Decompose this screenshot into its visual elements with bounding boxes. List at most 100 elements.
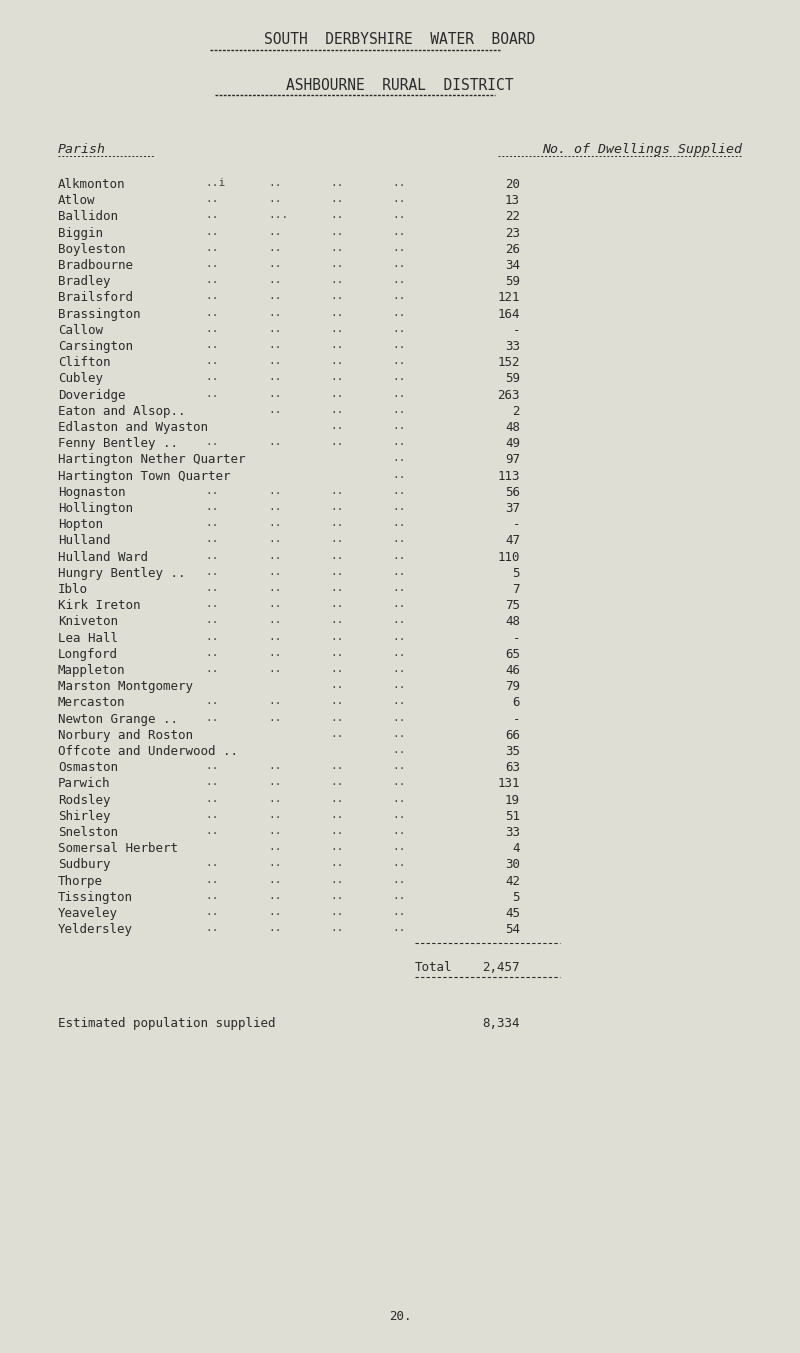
Text: ..: ..: [268, 599, 282, 609]
Text: 7: 7: [513, 583, 520, 597]
Text: SOUTH  DERBYSHIRE  WATER  BOARD: SOUTH DERBYSHIRE WATER BOARD: [264, 32, 536, 47]
Text: ..: ..: [392, 502, 406, 511]
Text: 113: 113: [498, 469, 520, 483]
Text: 2: 2: [513, 405, 520, 418]
Text: ..: ..: [330, 599, 343, 609]
Text: ..: ..: [205, 242, 218, 253]
Text: Osmaston: Osmaston: [58, 762, 118, 774]
Text: ..: ..: [330, 729, 343, 739]
Text: ..: ..: [392, 421, 406, 432]
Text: 13: 13: [505, 195, 520, 207]
Text: ..: ..: [392, 778, 406, 787]
Text: Iblo: Iblo: [58, 583, 88, 597]
Text: ..: ..: [330, 518, 343, 528]
Text: ..: ..: [392, 356, 406, 367]
Text: ..: ..: [392, 681, 406, 690]
Text: 5: 5: [513, 890, 520, 904]
Text: ..: ..: [205, 794, 218, 804]
Text: Yeldersley: Yeldersley: [58, 923, 133, 936]
Text: ..: ..: [205, 697, 218, 706]
Text: Hulland Ward: Hulland Ward: [58, 551, 148, 564]
Text: 46: 46: [505, 664, 520, 676]
Text: ..: ..: [392, 258, 406, 269]
Text: ..: ..: [268, 842, 282, 852]
Text: Atlow: Atlow: [58, 195, 95, 207]
Text: 51: 51: [505, 810, 520, 823]
Text: -: -: [513, 713, 520, 725]
Text: ..: ..: [268, 874, 282, 885]
Text: ..: ..: [330, 794, 343, 804]
Text: ..: ..: [392, 226, 406, 237]
Text: 34: 34: [505, 258, 520, 272]
Text: 33: 33: [505, 825, 520, 839]
Text: ..: ..: [330, 648, 343, 658]
Text: ..: ..: [392, 810, 406, 820]
Text: ..: ..: [268, 697, 282, 706]
Text: ..: ..: [205, 713, 218, 723]
Text: ..: ..: [268, 372, 282, 383]
Text: ..: ..: [330, 551, 343, 560]
Text: ..: ..: [205, 291, 218, 302]
Text: ..: ..: [392, 890, 406, 901]
Text: ..: ..: [205, 486, 218, 495]
Text: -: -: [513, 632, 520, 644]
Text: ..: ..: [330, 388, 343, 399]
Text: ..: ..: [268, 825, 282, 836]
Text: ..: ..: [330, 340, 343, 350]
Text: ..: ..: [330, 681, 343, 690]
Text: ..: ..: [268, 648, 282, 658]
Text: Hungry Bentley ..: Hungry Bentley ..: [58, 567, 186, 580]
Text: ..: ..: [268, 258, 282, 269]
Text: ..: ..: [392, 323, 406, 334]
Text: 75: 75: [505, 599, 520, 612]
Text: ..: ..: [330, 502, 343, 511]
Text: ..: ..: [330, 421, 343, 432]
Text: ..: ..: [330, 356, 343, 367]
Text: Offcote and Underwood ..: Offcote and Underwood ..: [58, 746, 238, 758]
Text: 79: 79: [505, 681, 520, 693]
Text: ..: ..: [330, 874, 343, 885]
Text: ..: ..: [205, 825, 218, 836]
Text: ..: ..: [268, 890, 282, 901]
Text: Mercaston: Mercaston: [58, 697, 126, 709]
Text: ..: ..: [205, 616, 218, 625]
Text: ..: ..: [392, 762, 406, 771]
Text: Rodsley: Rodsley: [58, 794, 110, 806]
Text: ..: ..: [268, 356, 282, 367]
Text: Somersal Herbert: Somersal Herbert: [58, 842, 178, 855]
Text: ..: ..: [205, 226, 218, 237]
Text: 35: 35: [505, 746, 520, 758]
Text: ..: ..: [392, 794, 406, 804]
Text: Edlaston and Wyaston: Edlaston and Wyaston: [58, 421, 208, 434]
Text: Brassington: Brassington: [58, 307, 141, 321]
Text: Hognaston: Hognaston: [58, 486, 126, 499]
Text: 65: 65: [505, 648, 520, 660]
Text: ..: ..: [392, 211, 406, 221]
Text: ..: ..: [268, 486, 282, 495]
Text: ..: ..: [268, 518, 282, 528]
Text: ..: ..: [330, 226, 343, 237]
Text: ..: ..: [205, 275, 218, 285]
Text: ..: ..: [268, 179, 282, 188]
Text: ..: ..: [392, 242, 406, 253]
Text: Parwich: Parwich: [58, 778, 110, 790]
Text: Thorpe: Thorpe: [58, 874, 103, 888]
Text: 42: 42: [505, 874, 520, 888]
Text: ..: ..: [268, 794, 282, 804]
Text: ..: ..: [205, 518, 218, 528]
Text: ASHBOURNE  RURAL  DISTRICT: ASHBOURNE RURAL DISTRICT: [286, 78, 514, 93]
Text: ..: ..: [268, 778, 282, 787]
Text: 30: 30: [505, 858, 520, 871]
Text: 49: 49: [505, 437, 520, 451]
Text: Eaton and Alsop..: Eaton and Alsop..: [58, 405, 186, 418]
Text: 33: 33: [505, 340, 520, 353]
Text: ..: ..: [268, 323, 282, 334]
Text: Newton Grange ..: Newton Grange ..: [58, 713, 178, 725]
Text: ..: ..: [330, 810, 343, 820]
Text: ..: ..: [330, 567, 343, 576]
Text: ..: ..: [268, 405, 282, 415]
Text: ..: ..: [392, 616, 406, 625]
Text: ..: ..: [205, 907, 218, 917]
Text: ..: ..: [205, 551, 218, 560]
Text: Clifton: Clifton: [58, 356, 110, 369]
